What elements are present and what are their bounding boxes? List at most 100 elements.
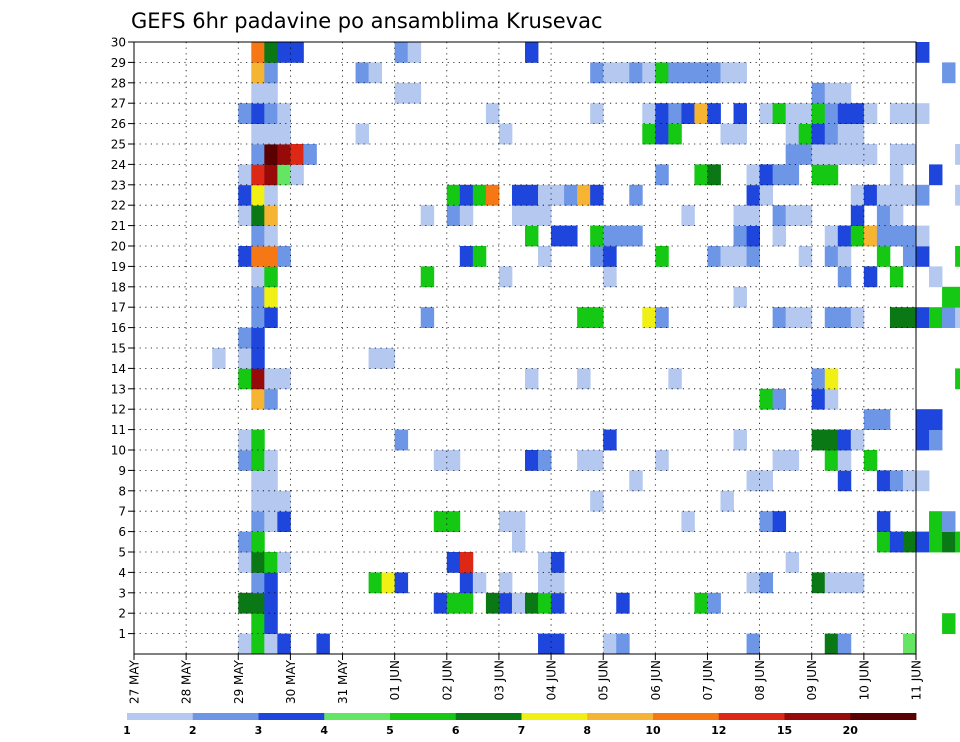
heatmap-cell bbox=[733, 103, 747, 124]
heatmap-cell bbox=[251, 103, 265, 124]
heatmap-cell bbox=[238, 327, 252, 349]
heatmap-cell bbox=[277, 511, 291, 532]
y-tick-label: 28 bbox=[111, 76, 126, 90]
heatmap-cell bbox=[694, 103, 708, 124]
colorbar-swatch bbox=[587, 713, 654, 720]
heatmap-cell bbox=[707, 62, 721, 84]
heatmap-cell bbox=[446, 511, 461, 532]
y-tick-label: 26 bbox=[111, 117, 126, 131]
heatmap-cell bbox=[251, 327, 265, 349]
heatmap-cell bbox=[720, 490, 734, 512]
heatmap-cell bbox=[355, 62, 369, 84]
heatmap-cell bbox=[577, 307, 591, 328]
heatmap-cell bbox=[525, 205, 539, 226]
heatmap-cell bbox=[929, 409, 943, 430]
colorbar-label: 4 bbox=[320, 724, 328, 737]
heatmap-cell bbox=[876, 531, 891, 553]
heatmap-cell bbox=[472, 184, 487, 206]
heatmap-cell bbox=[511, 184, 526, 206]
heatmap-cell bbox=[850, 123, 865, 145]
heatmap-cell bbox=[955, 246, 960, 267]
heatmap-cell bbox=[368, 348, 383, 369]
heatmap-cell bbox=[238, 429, 252, 451]
heatmap-cell bbox=[538, 552, 552, 573]
heatmap-cell bbox=[655, 103, 669, 124]
heatmap-cell bbox=[889, 144, 904, 165]
heatmap-cell bbox=[811, 123, 826, 145]
heatmap-cell bbox=[668, 123, 682, 145]
heatmap-cell bbox=[446, 205, 461, 226]
heatmap-cell bbox=[590, 103, 604, 124]
colorbar-swatch bbox=[390, 713, 457, 720]
heatmap-cell bbox=[902, 184, 917, 206]
heatmap-cell bbox=[420, 205, 435, 226]
heatmap-cell bbox=[407, 42, 422, 63]
heatmap-cell bbox=[916, 246, 930, 267]
x-tick-label: 05 JUN bbox=[597, 660, 611, 700]
heatmap-cell bbox=[472, 246, 487, 267]
heatmap-cell bbox=[837, 266, 852, 288]
heatmap-cell bbox=[811, 429, 826, 451]
heatmap-cells bbox=[212, 42, 960, 655]
heatmap-cell bbox=[251, 388, 265, 410]
heatmap-cell bbox=[642, 62, 656, 84]
heatmap-cell bbox=[642, 123, 656, 145]
heatmap-cell bbox=[889, 184, 904, 206]
heatmap-cell bbox=[733, 123, 747, 145]
x-tick-label: 02 JUN bbox=[440, 660, 454, 700]
heatmap-cell bbox=[733, 286, 747, 308]
heatmap-cell bbox=[942, 531, 956, 553]
heatmap-cell bbox=[824, 225, 839, 247]
heatmap-cell bbox=[850, 103, 865, 124]
heatmap-cell bbox=[251, 123, 265, 145]
x-tick-label: 08 JUN bbox=[753, 660, 767, 700]
heatmap-cell bbox=[511, 511, 526, 532]
heatmap-cell bbox=[733, 429, 747, 451]
heatmap-cell bbox=[238, 103, 252, 124]
y-tick-label: 16 bbox=[111, 321, 126, 335]
y-tick-label: 20 bbox=[111, 240, 126, 254]
y-tick-label: 10 bbox=[111, 444, 126, 458]
heatmap-cell bbox=[694, 164, 708, 186]
heatmap-cell bbox=[876, 205, 891, 226]
y-tick-label: 11 bbox=[111, 423, 126, 437]
colorbar-label: 15 bbox=[777, 724, 792, 737]
heatmap-cell bbox=[277, 103, 291, 124]
y-tick-label: 5 bbox=[118, 546, 126, 560]
heatmap-cell bbox=[837, 225, 852, 247]
heatmap-cell bbox=[694, 592, 708, 614]
heatmap-cell bbox=[707, 592, 721, 614]
colorbar-swatch bbox=[521, 713, 588, 720]
heatmap-cell bbox=[394, 82, 409, 104]
heatmap-cell bbox=[603, 429, 617, 451]
heatmap-cell bbox=[772, 511, 787, 532]
heatmap-cell bbox=[681, 62, 695, 84]
heatmap-cell bbox=[264, 286, 278, 308]
heatmap-cell bbox=[264, 368, 278, 390]
heatmap-cell bbox=[850, 205, 865, 226]
heatmap-cell bbox=[916, 429, 930, 451]
heatmap-cell bbox=[694, 62, 708, 84]
heatmap-cell bbox=[264, 592, 278, 614]
heatmap-cell bbox=[251, 531, 265, 553]
heatmap-cell bbox=[251, 633, 265, 655]
heatmap-cell bbox=[525, 184, 539, 206]
y-tick-label: 27 bbox=[111, 97, 126, 111]
heatmap-cell bbox=[707, 103, 721, 124]
heatmap-cell bbox=[251, 205, 265, 226]
colorbar-swatch bbox=[784, 713, 851, 720]
heatmap-cell bbox=[785, 205, 800, 226]
heatmap-cell bbox=[772, 388, 787, 410]
heatmap-cell bbox=[850, 307, 865, 328]
heatmap-cell bbox=[264, 552, 278, 573]
colorbar-swatch bbox=[455, 713, 522, 720]
heatmap-cell bbox=[511, 205, 526, 226]
heatmap-cell bbox=[251, 613, 265, 634]
heatmap-cell bbox=[603, 246, 617, 267]
heatmap-cell bbox=[824, 307, 839, 328]
heatmap-cell bbox=[433, 592, 448, 614]
heatmap-cell bbox=[929, 511, 943, 532]
heatmap-cell bbox=[824, 368, 839, 390]
heatmap-cell bbox=[264, 246, 278, 267]
x-tick-label: 01 JUN bbox=[388, 660, 402, 700]
